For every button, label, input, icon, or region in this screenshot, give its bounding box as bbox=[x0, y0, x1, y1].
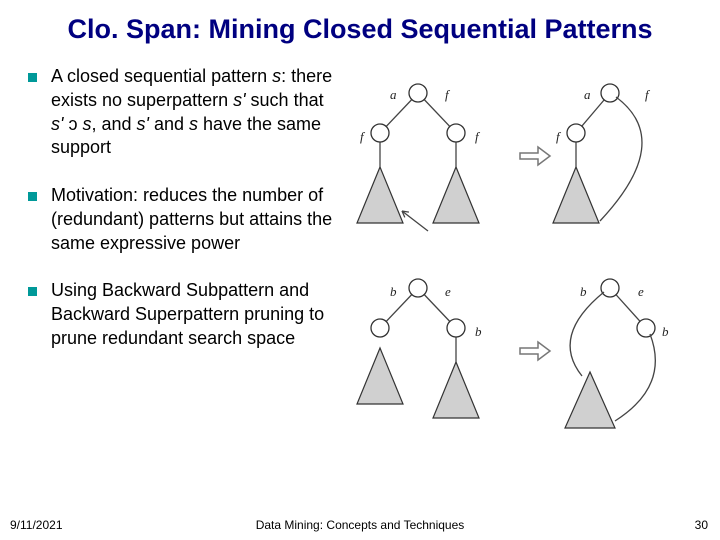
bullet-text: Motivation: reduces the number of (redun… bbox=[51, 184, 340, 255]
bullet-text: Using Backward Subpattern and Backward S… bbox=[51, 279, 340, 350]
svg-text:e: e bbox=[445, 284, 451, 299]
list-item: Using Backward Subpattern and Backward S… bbox=[28, 279, 340, 350]
title-text: Clo. Span: Mining Closed Sequential Patt… bbox=[67, 14, 652, 44]
page-title: Clo. Span: Mining Closed Sequential Patt… bbox=[0, 0, 720, 55]
bullet-column: A closed sequential pattern s: there exi… bbox=[10, 65, 340, 461]
svg-text:b: b bbox=[390, 284, 397, 299]
tree-diagram-bottom: b e b b e b bbox=[340, 266, 680, 456]
svg-text:f: f bbox=[445, 87, 451, 102]
svg-text:e: e bbox=[638, 284, 644, 299]
list-item: A closed sequential pattern s: there exi… bbox=[28, 65, 340, 160]
svg-text:b: b bbox=[475, 324, 482, 339]
bullet-square-icon bbox=[28, 73, 37, 82]
content-area: A closed sequential pattern s: there exi… bbox=[0, 55, 720, 461]
svg-text:f: f bbox=[475, 129, 481, 144]
diagram-column: a f f f a f f b e b b e b bbox=[340, 65, 690, 461]
svg-text:f: f bbox=[556, 129, 562, 144]
svg-text:a: a bbox=[390, 87, 397, 102]
svg-text:b: b bbox=[662, 324, 669, 339]
svg-text:f: f bbox=[645, 87, 651, 102]
footer-page-number: 30 bbox=[695, 518, 708, 532]
bullet-square-icon bbox=[28, 287, 37, 296]
bullet-text: A closed sequential pattern s: there exi… bbox=[51, 65, 340, 160]
bullet-square-icon bbox=[28, 192, 37, 201]
footer-title: Data Mining: Concepts and Techniques bbox=[0, 518, 720, 532]
svg-text:f: f bbox=[360, 129, 366, 144]
svg-text:b: b bbox=[580, 284, 587, 299]
list-item: Motivation: reduces the number of (redun… bbox=[28, 184, 340, 255]
svg-text:a: a bbox=[584, 87, 591, 102]
tree-diagram-top: a f f f a f f bbox=[340, 71, 680, 261]
